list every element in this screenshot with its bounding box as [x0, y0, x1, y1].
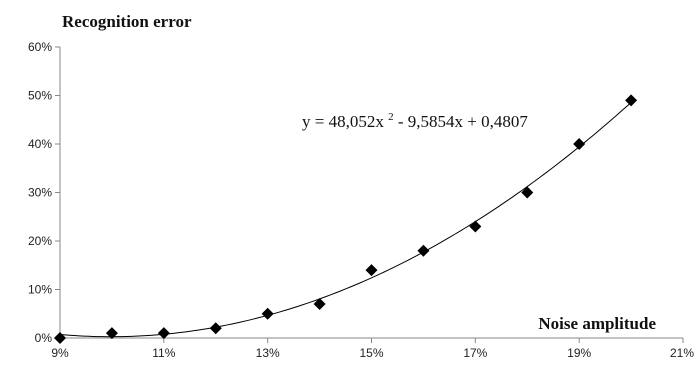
x-tick-label: 9% [51, 346, 69, 360]
y-tick-label: 50% [28, 89, 52, 103]
x-tick-label: 17% [463, 346, 487, 360]
y-tick-label: 30% [28, 186, 52, 200]
y-axis-title: Recognition error [62, 12, 192, 31]
equation-main: y = 48,052x [302, 112, 384, 131]
x-tick-label: 19% [567, 346, 591, 360]
data-point-diamond [521, 186, 534, 199]
data-point-diamond [157, 327, 170, 340]
equation-rest: - 9,5854x + 0,4807 [398, 112, 528, 131]
data-point-diamond [209, 322, 222, 335]
y-tick-label: 40% [28, 137, 52, 151]
equation-superscript: 2 [388, 111, 394, 123]
y-tick-label: 10% [28, 283, 52, 297]
data-point-diamond [417, 244, 430, 257]
x-axis-ticks: 9% 11% 13% 15% 17% 19% 21% [51, 338, 694, 360]
x-tick-label: 15% [359, 346, 383, 360]
data-point-diamond [625, 94, 638, 107]
y-axis-ticks: 0% 10% 20% 30% 40% 50% 60% [28, 40, 60, 345]
data-point-diamond [469, 220, 482, 233]
y-tick-label: 0% [35, 331, 53, 345]
data-point-diamond [54, 332, 66, 344]
data-point-diamond [573, 138, 586, 150]
trendline-equation: y = 48,052x 2 - 9,5854x + 0,4807 [302, 105, 528, 131]
data-points [54, 94, 638, 344]
data-point-diamond [365, 264, 378, 277]
axes: 0% 10% 20% 30% 40% 50% 60% 9% 11% 13% 15% 17% 19% 21… [28, 40, 694, 360]
data-point-diamond [105, 327, 118, 340]
trendline [59, 102, 632, 338]
y-tick-label: 20% [28, 234, 52, 248]
data-point-diamond [261, 307, 274, 320]
x-tick-label: 13% [256, 346, 280, 360]
x-tick-label: 11% [152, 346, 175, 360]
x-axis-title: Noise amplitude [538, 314, 656, 333]
x-tick-label: 21% [670, 346, 694, 360]
y-tick-label: 60% [28, 40, 52, 54]
data-point-diamond [313, 298, 326, 311]
